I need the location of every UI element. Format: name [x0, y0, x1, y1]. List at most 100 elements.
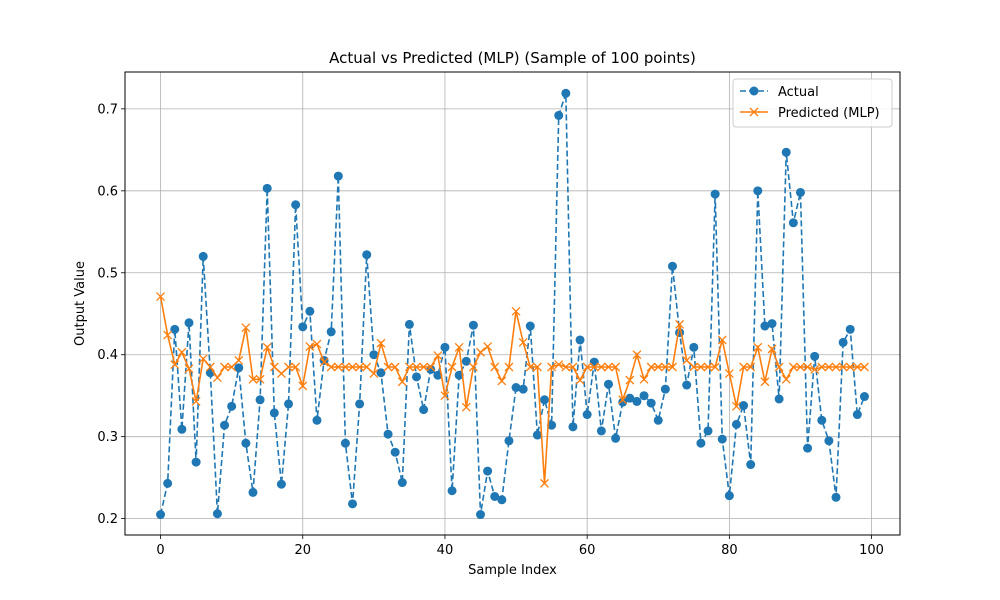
- data-point: [717, 434, 727, 444]
- data-point: [248, 374, 258, 384]
- data-point: [390, 362, 400, 372]
- data-point: [845, 362, 855, 372]
- data-point: [618, 395, 628, 405]
- data-point: [831, 362, 841, 372]
- data-point: [639, 374, 649, 384]
- data-point: [746, 460, 756, 470]
- data-point: [333, 171, 343, 181]
- plot-frame: [124, 71, 901, 536]
- data-point: [732, 401, 741, 411]
- data-point: [710, 189, 720, 199]
- data-point: [454, 342, 464, 352]
- y-tick-label: 0.2: [97, 512, 118, 527]
- legend-predicted-label: Predicted (MLP): [778, 106, 880, 121]
- data-point: [433, 370, 443, 380]
- y-axis-title: Output Value: [73, 261, 88, 346]
- data-point: [767, 344, 777, 354]
- data-point: [262, 183, 272, 193]
- data-point: [490, 491, 500, 501]
- y-tick-label: 0.4: [97, 348, 118, 363]
- data-point: [227, 362, 237, 372]
- data-point: [753, 186, 763, 196]
- data-point: [163, 330, 173, 340]
- data-point: [468, 362, 478, 372]
- data-point: [483, 342, 493, 351]
- data-point: [156, 292, 166, 301]
- data-point: [291, 200, 301, 210]
- data-point: [667, 261, 677, 271]
- data-point: [170, 324, 180, 334]
- data-point: [348, 499, 358, 509]
- data-point: [660, 362, 670, 372]
- data-point: [177, 424, 187, 434]
- data-point: [760, 377, 770, 387]
- data-point: [767, 319, 777, 329]
- data-point: [248, 487, 258, 497]
- data-point: [817, 362, 827, 372]
- data-point: [746, 362, 756, 372]
- data-point: [532, 362, 542, 372]
- data-point: [540, 478, 549, 488]
- y-tick-label: 0.6: [97, 184, 118, 199]
- data-point: [198, 251, 208, 261]
- data-point: [803, 443, 813, 453]
- data-point: [177, 347, 187, 357]
- data-point: [205, 362, 215, 372]
- data-point: [646, 362, 656, 372]
- data-point: [554, 110, 564, 120]
- data-point: [511, 306, 521, 316]
- data-point: [803, 362, 813, 372]
- data-point: [404, 362, 414, 372]
- legend-box: [732, 78, 893, 128]
- data-point: [625, 375, 635, 385]
- data-point: [298, 381, 308, 391]
- data-point: [760, 321, 770, 331]
- data-point: [312, 415, 322, 425]
- data-point: [490, 362, 500, 372]
- data-point: [170, 360, 180, 370]
- data-point: [504, 436, 514, 446]
- data-point: [547, 420, 557, 430]
- data-point: [269, 362, 279, 372]
- data-point: [604, 362, 613, 372]
- data-point: [824, 436, 834, 446]
- x-tick-label: 80: [721, 543, 738, 558]
- data-point: [340, 438, 350, 448]
- data-point: [525, 321, 535, 331]
- grid: [125, 72, 900, 535]
- data-point: [675, 328, 685, 338]
- data-point: [355, 362, 365, 372]
- data-point: [632, 350, 642, 360]
- data-point: [525, 362, 535, 372]
- x-tick-label: 100: [859, 543, 884, 558]
- data-point: [284, 399, 294, 409]
- data-point: [355, 399, 365, 409]
- data-point: [163, 478, 173, 488]
- data-point: [561, 362, 571, 372]
- data-point: [305, 342, 315, 351]
- y-tick-label: 0.5: [97, 266, 118, 281]
- data-point: [795, 187, 805, 197]
- data-point: [483, 466, 493, 476]
- data-point: [859, 392, 869, 402]
- data-point: [703, 426, 713, 436]
- data-point: [340, 362, 350, 372]
- data-point: [788, 362, 798, 372]
- data-point: [781, 147, 791, 157]
- data-point: [412, 362, 421, 372]
- data-point: [497, 376, 507, 386]
- data-point: [312, 339, 322, 349]
- data-point: [447, 362, 457, 372]
- data-point: [461, 356, 471, 366]
- legend-actual-marker: [749, 86, 759, 96]
- x-axis-title: Sample Index: [468, 563, 557, 578]
- data-point: [269, 408, 279, 418]
- data-point: [568, 422, 578, 432]
- data-point: [383, 362, 393, 372]
- data-point: [682, 380, 692, 390]
- data-point: [611, 362, 621, 372]
- data-point: [511, 382, 521, 392]
- data-point: [326, 362, 336, 372]
- data-point: [241, 438, 251, 448]
- data-point: [781, 374, 791, 384]
